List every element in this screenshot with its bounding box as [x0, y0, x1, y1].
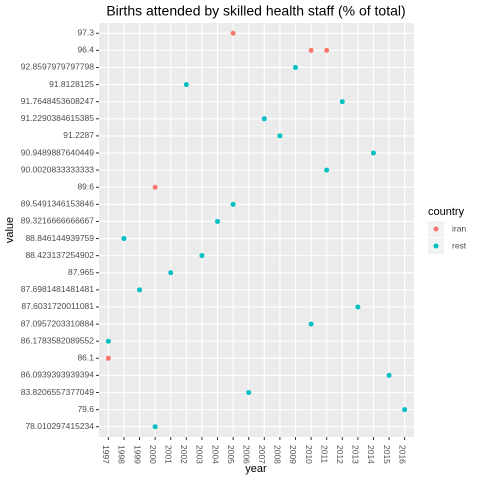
- y-tick-label: 89.3216666666667: [21, 216, 95, 226]
- y-tick-label: 97.3: [77, 28, 94, 38]
- x-tick-label: 2000: [148, 445, 158, 464]
- legend-marker: [433, 226, 439, 232]
- y-tick-label: 96.4: [77, 45, 94, 55]
- x-tick-label: 2003: [195, 445, 205, 464]
- point: [121, 236, 127, 242]
- y-tick-label: 79.6: [77, 404, 94, 414]
- chart-title: Births attended by skilled health staff …: [106, 3, 405, 19]
- y-tick-label: 87.0957203310884: [21, 318, 95, 328]
- x-tick-label: 2006: [241, 445, 251, 464]
- point: [261, 116, 267, 122]
- y-tick-label: 90.9489887640449: [21, 147, 95, 157]
- point: [370, 150, 376, 156]
- point: [215, 218, 221, 224]
- x-tick-label: 2004: [210, 445, 220, 464]
- legend-label: iran: [452, 223, 466, 233]
- x-tick-label: 2009: [288, 445, 298, 464]
- y-tick-label: 92.8597979797798: [21, 62, 95, 72]
- x-axis-label: year: [245, 463, 267, 475]
- x-tick-label: 2016: [397, 445, 407, 464]
- x-tick-label: 2011: [319, 445, 329, 464]
- x-tick-label: 2007: [257, 445, 267, 464]
- y-tick-label: 88.846144939759: [25, 233, 94, 243]
- y-tick-label: 89.5491346153846: [21, 199, 95, 209]
- y-tick-label: 86.1: [77, 353, 94, 363]
- y-tick-label: 86.0939393939394: [21, 370, 95, 380]
- x-tick-label: 2013: [351, 445, 361, 464]
- y-tick-label: 87.6031720011081: [21, 301, 94, 311]
- legend-title: country: [428, 206, 465, 218]
- panel: [99, 23, 414, 437]
- x-tick-label: 2005: [226, 445, 236, 464]
- point: [199, 253, 205, 259]
- point: [105, 355, 111, 361]
- point: [386, 372, 392, 378]
- point: [230, 30, 236, 36]
- y-tick-label: 91.2287: [63, 130, 94, 140]
- legend-marker: [433, 243, 439, 249]
- y-tick-label: 91.8128125: [49, 79, 94, 89]
- y-tick-label: 83.8206557377049: [21, 387, 95, 397]
- legend-label: rest: [452, 240, 467, 250]
- y-tick-label: 91.7648453608247: [21, 96, 95, 106]
- y-tick-label: 86.1783582089552: [21, 335, 95, 345]
- point: [308, 47, 314, 53]
- point: [324, 47, 330, 53]
- point: [152, 424, 158, 430]
- x-tick-label: 2012: [335, 445, 345, 464]
- point: [339, 99, 345, 105]
- x-tick-label: 2008: [273, 445, 283, 464]
- y-tick-label: 88.423137254902: [25, 250, 94, 260]
- y-axis-label: value: [4, 217, 16, 243]
- y-tick-label: 78.010297415234: [25, 421, 94, 431]
- point: [324, 167, 330, 173]
- point: [277, 133, 283, 139]
- x-tick-label: 2001: [163, 445, 173, 464]
- point: [105, 338, 111, 344]
- y-tick-label: 87.6981481481481: [21, 284, 95, 294]
- x-tick-label: 1997: [101, 445, 111, 464]
- y-tick-label: 90.0020833333333: [21, 164, 95, 174]
- point: [183, 82, 189, 88]
- y-tick-label: 91.2290384615385: [21, 113, 95, 123]
- point: [168, 270, 174, 276]
- x-tick-label: 2015: [382, 445, 392, 464]
- x-tick-label: 2010: [304, 445, 314, 464]
- point: [137, 287, 143, 293]
- point: [246, 390, 252, 396]
- point: [355, 304, 361, 310]
- x-tick-label: 1999: [132, 445, 142, 464]
- point: [230, 201, 236, 207]
- point: [152, 184, 158, 190]
- point: [402, 407, 408, 413]
- x-tick-label: 2014: [366, 445, 376, 464]
- point: [308, 321, 314, 327]
- x-tick-label: 2002: [179, 445, 189, 464]
- x-tick-label: 1998: [117, 445, 127, 464]
- point: [292, 64, 298, 70]
- y-tick-label: 87.965: [68, 267, 94, 277]
- y-tick-label: 89.6: [77, 181, 94, 191]
